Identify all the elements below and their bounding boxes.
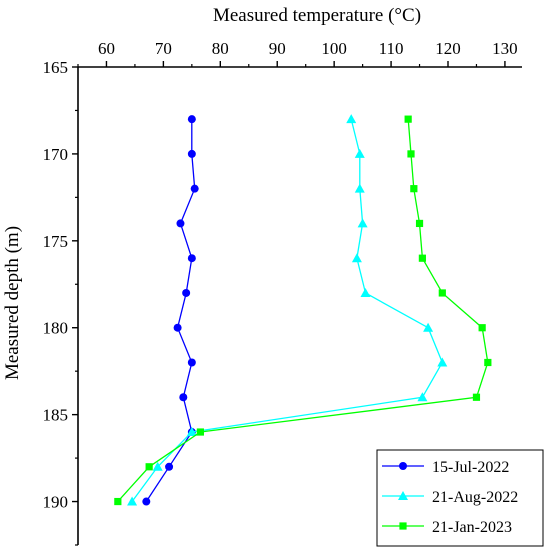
series-3 xyxy=(114,115,492,506)
x-axis-ticks: 60 70 80 90 100 110 120 130 xyxy=(77,39,518,67)
data-point xyxy=(357,218,368,228)
data-point xyxy=(360,287,371,297)
x-tick-label: 80 xyxy=(212,39,229,58)
data-point xyxy=(182,288,191,297)
x-axis-title: Measured temperature (°C) xyxy=(213,5,421,26)
legend-marker xyxy=(398,491,408,500)
data-point xyxy=(423,322,434,332)
data-point xyxy=(354,148,365,158)
data-point xyxy=(196,428,204,436)
data-point xyxy=(186,427,197,437)
legend-label: 21-Jan-2023 xyxy=(432,519,512,536)
data-point xyxy=(404,115,412,123)
data-point xyxy=(179,393,188,402)
x-tick-label: 90 xyxy=(269,39,286,58)
y-tick-label: 185 xyxy=(43,406,69,425)
plot-area xyxy=(114,114,492,506)
data-point xyxy=(127,496,138,506)
data-point xyxy=(437,357,448,367)
legend-item: 15-Jul-2022 xyxy=(382,459,509,476)
legend-label: 15-Jul-2022 xyxy=(432,459,509,476)
series-1 xyxy=(142,115,199,506)
y-axis-title: Measured depth (m) xyxy=(2,226,23,380)
data-point xyxy=(152,461,163,471)
legend-marker xyxy=(399,522,407,530)
data-point xyxy=(142,497,151,506)
data-point xyxy=(417,392,428,402)
legend-item: 21-Aug-2022 xyxy=(382,489,518,506)
y-tick-label: 170 xyxy=(43,145,69,164)
data-point xyxy=(346,114,357,124)
legend-label: 21-Aug-2022 xyxy=(432,489,518,506)
x-tick-label: 130 xyxy=(492,39,518,58)
data-point xyxy=(187,358,196,367)
y-tick-label: 180 xyxy=(43,319,69,338)
data-point xyxy=(354,183,365,193)
data-point xyxy=(438,289,446,297)
data-point xyxy=(165,462,174,471)
y-tick-label: 165 xyxy=(43,58,69,77)
series-2 xyxy=(127,114,448,506)
data-point xyxy=(351,253,362,263)
data-point xyxy=(145,463,153,471)
y-axis-ticks: 165 170 175 180 185 190 xyxy=(43,58,78,546)
data-point xyxy=(418,254,426,262)
x-tick-label: 120 xyxy=(435,39,461,58)
legend-marker xyxy=(399,462,407,470)
data-point xyxy=(187,149,196,158)
data-point xyxy=(410,185,418,193)
legend-item: 21-Jan-2023 xyxy=(382,519,512,536)
data-point xyxy=(415,219,424,228)
data-point xyxy=(190,184,199,193)
x-tick-label: 60 xyxy=(98,39,115,58)
series-line xyxy=(131,118,444,502)
data-point xyxy=(407,150,415,158)
data-point xyxy=(173,323,182,332)
x-tick-label: 70 xyxy=(155,39,172,58)
series-line xyxy=(145,119,196,502)
data-point xyxy=(176,219,185,228)
y-tick-label: 175 xyxy=(43,232,69,251)
data-point xyxy=(187,254,196,263)
legend: 15-Jul-2022 21-Aug-2022 21-Jan-2023 xyxy=(376,449,544,547)
data-point xyxy=(114,497,122,506)
data-point xyxy=(484,358,492,367)
data-point xyxy=(187,115,196,124)
data-point xyxy=(478,324,486,332)
data-point xyxy=(472,393,481,401)
y-tick-label: 190 xyxy=(43,493,69,512)
x-tick-label: 110 xyxy=(379,39,404,58)
series-line xyxy=(117,119,489,502)
x-tick-label: 100 xyxy=(321,39,347,58)
